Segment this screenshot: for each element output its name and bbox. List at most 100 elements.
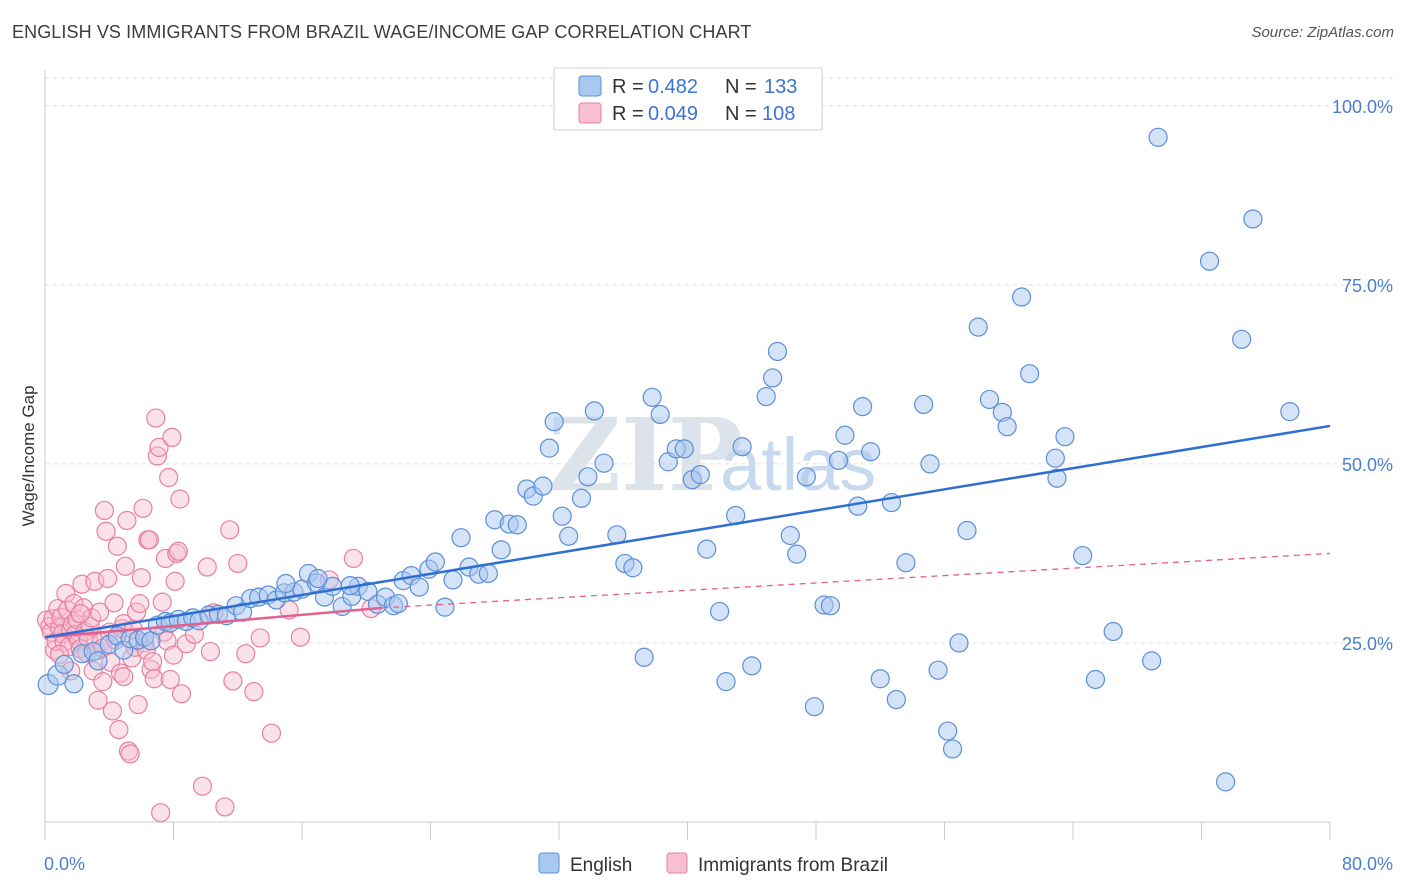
brazil-point — [144, 669, 164, 689]
brazil-point — [151, 803, 171, 823]
english-point — [276, 573, 296, 594]
brazil-point — [159, 467, 179, 488]
brazil-point — [165, 571, 185, 591]
english-point — [886, 689, 906, 710]
english-point — [1103, 621, 1123, 642]
brazil-point — [343, 548, 363, 569]
english-point — [88, 651, 108, 671]
brazil-point — [149, 437, 169, 458]
english-point — [64, 674, 84, 694]
english-point — [650, 404, 670, 425]
english-point — [804, 697, 824, 717]
brazil-point — [139, 530, 160, 550]
english-point — [835, 425, 855, 445]
english-point — [478, 563, 498, 584]
english-point — [425, 552, 445, 572]
tick-labels: 25.0% 50.0% 75.0% 100.0% 0.0% 80.0% — [44, 97, 1393, 874]
legend-brazil-r-value: 0.049 — [648, 103, 698, 125]
english-point — [1073, 545, 1093, 566]
brazil-point — [250, 628, 270, 648]
bottom-legend: English Immigrants from Brazil — [538, 852, 888, 876]
english-point — [920, 454, 940, 474]
brazil-point — [133, 498, 153, 518]
brazil-point — [94, 500, 115, 521]
english-point — [1020, 364, 1040, 384]
english-point — [1148, 127, 1168, 147]
english-point — [1142, 651, 1162, 671]
english-point — [957, 520, 977, 541]
english-point — [409, 577, 429, 597]
english-point — [690, 465, 710, 485]
english-point — [578, 467, 598, 487]
y-tick-label: 50.0% — [1342, 455, 1393, 475]
english-point — [756, 386, 776, 407]
y-tick-label: 100.0% — [1332, 97, 1393, 117]
english-point — [1215, 772, 1236, 792]
english-point — [623, 558, 643, 578]
brazil-point — [117, 510, 137, 531]
english-point — [1047, 468, 1067, 488]
english-points — [37, 127, 1300, 792]
english-point — [861, 442, 881, 462]
brazil-point — [215, 797, 235, 817]
brazil-point — [200, 641, 221, 662]
brazil-point — [98, 568, 118, 589]
brazil-point — [143, 651, 163, 672]
english-point — [559, 526, 579, 546]
english-point — [1199, 251, 1220, 271]
grid-lines — [45, 77, 1395, 644]
english-point — [552, 506, 572, 526]
brazil-point — [96, 521, 116, 541]
brazil-point — [114, 667, 134, 687]
english-point — [594, 453, 614, 473]
x-tick-label-min: 0.0% — [44, 854, 85, 874]
trend-lines — [44, 424, 1331, 639]
english-point — [928, 660, 948, 680]
legend: R = 0.482 N = 133 R = 0.049 N = 108 — [553, 67, 823, 131]
legend-brazil-r-label: R = — [612, 103, 644, 125]
legend-brazil-n-label: N = — [725, 103, 757, 125]
brazil-point — [73, 598, 94, 618]
brazil-point — [88, 690, 108, 710]
english-point — [435, 597, 455, 617]
brazil-point — [115, 556, 135, 576]
y-tick-label: 75.0% — [1342, 276, 1393, 296]
brazil-point — [192, 776, 213, 796]
english-point — [451, 528, 471, 548]
english-point — [507, 515, 527, 535]
english-point — [674, 439, 694, 459]
english-point — [1011, 287, 1032, 307]
english-point — [852, 397, 873, 417]
english-point — [968, 317, 988, 337]
brazil-point — [290, 627, 310, 647]
brazil-point — [90, 602, 110, 622]
english-point — [539, 438, 559, 458]
brazil-point — [43, 609, 63, 629]
brazil-point — [223, 671, 243, 691]
bottom-legend-english: English — [570, 855, 632, 876]
brazil-point — [152, 592, 172, 612]
legend-english-r-label: R = — [612, 76, 644, 98]
legend-english-swatch — [578, 75, 602, 97]
english-point — [942, 739, 963, 759]
english-point — [820, 596, 841, 616]
english-point — [796, 467, 816, 487]
brazil-point — [70, 603, 90, 624]
english-point — [763, 368, 783, 388]
english-point — [780, 525, 800, 546]
english-point — [1085, 669, 1106, 690]
y-tick-label: 25.0% — [1342, 634, 1393, 654]
english-point — [787, 544, 807, 564]
english-point — [896, 553, 916, 573]
english-point — [491, 540, 511, 560]
brazil-point — [104, 593, 124, 613]
english-point — [634, 647, 654, 667]
source-label: Source: ZipAtlas.com — [1251, 24, 1394, 41]
brazil-trend-dashed — [382, 552, 1331, 609]
english-point — [732, 437, 752, 457]
brazil-point — [168, 541, 188, 561]
brazil-point — [107, 536, 127, 556]
english-point — [642, 387, 662, 407]
brazil-point — [228, 553, 248, 574]
